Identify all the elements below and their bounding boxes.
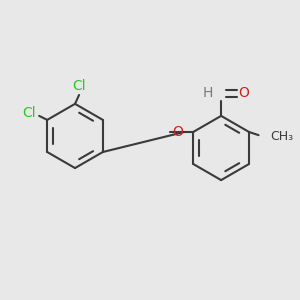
Text: O: O	[238, 86, 249, 100]
Text: Cl: Cl	[72, 79, 86, 93]
Text: Cl: Cl	[23, 106, 36, 121]
Text: O: O	[172, 125, 183, 139]
Text: H: H	[203, 86, 214, 100]
Text: CH₃: CH₃	[270, 130, 293, 143]
